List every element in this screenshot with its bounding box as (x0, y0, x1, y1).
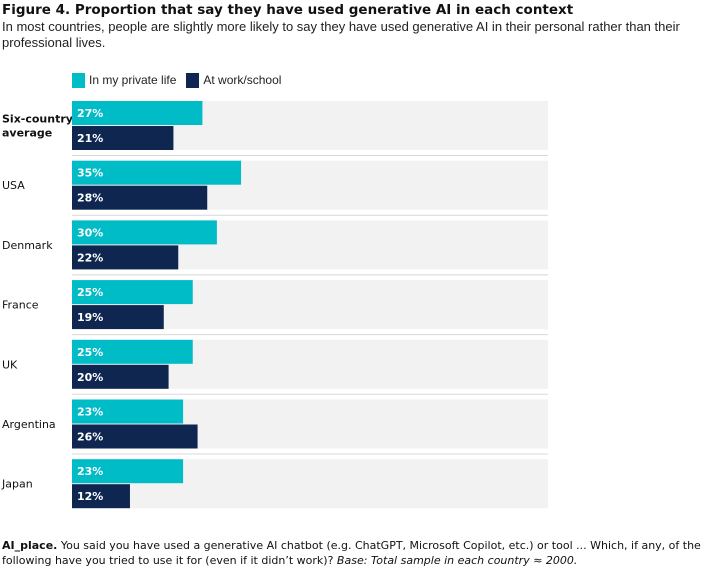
category-label: Japan (1, 478, 33, 491)
bar-private (72, 399, 184, 424)
data-label: 12% (77, 490, 103, 503)
bar-work (72, 126, 174, 150)
legend-label-work: At work/school (203, 73, 282, 87)
footnote-question-id: AI_place. (2, 539, 58, 552)
data-label: 27% (77, 107, 103, 120)
data-label: 25% (77, 286, 103, 299)
category-label: Argentina (2, 418, 56, 431)
bar-private (72, 459, 184, 484)
bar-work (72, 484, 130, 509)
legend-label-private: In my private life (89, 73, 177, 87)
data-label: 30% (77, 226, 103, 239)
category-label: France (2, 299, 39, 312)
data-label: 23% (77, 406, 103, 419)
bar-work (72, 424, 198, 449)
bar-private (72, 220, 217, 245)
bar-private (72, 160, 242, 185)
bar-private (72, 280, 193, 305)
figure-subtitle: In most countries, people are slightly m… (2, 19, 680, 50)
chart-legend: In my private life At work/school (72, 72, 291, 88)
bar-work (72, 305, 164, 330)
data-label: 19% (77, 311, 103, 324)
bar-private (72, 101, 203, 125)
legend-item-private: In my private life (72, 72, 177, 88)
bar-work (72, 185, 208, 210)
bar-work (72, 245, 179, 270)
data-label: 28% (77, 192, 103, 205)
category-label: Denmark (2, 239, 53, 252)
figure-title: Figure 4. Proportion that say they have … (2, 2, 574, 18)
footnote-question-text: You said you have used a generative AI c… (2, 539, 701, 567)
legend-swatch-work (186, 72, 200, 88)
footnote: AI_place. You said you have used a gener… (2, 538, 706, 568)
legend-swatch-private (72, 72, 85, 88)
bar-private (72, 339, 193, 364)
category-label: USA (2, 179, 25, 192)
data-label: 20% (77, 371, 103, 384)
data-label: 23% (77, 465, 103, 478)
data-label: 26% (77, 431, 103, 444)
data-label: 35% (77, 167, 103, 180)
legend-item-work: At work/school (186, 72, 282, 88)
category-label: UK (2, 358, 18, 371)
data-label: 25% (77, 346, 103, 359)
footnote-base: Base: Total sample in each country ≈ 200… (336, 554, 578, 567)
data-label: 21% (77, 132, 103, 145)
category-label: average (2, 127, 52, 140)
category-label: Six-country (2, 113, 73, 126)
data-label: 22% (77, 251, 103, 264)
bar-work (72, 364, 169, 389)
